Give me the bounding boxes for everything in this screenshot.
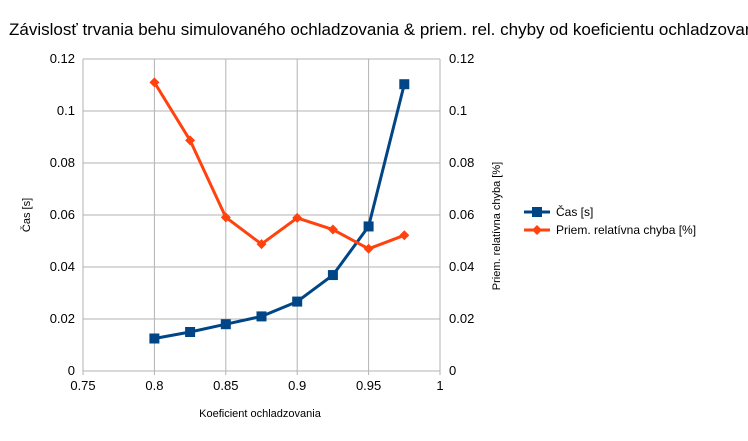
data-point [327, 224, 338, 235]
x-axis-label: Koeficient ochladzovania [199, 408, 322, 420]
legend-marker [532, 207, 542, 217]
legend-label: Priem. relatívna chyba [%] [556, 223, 696, 237]
x-tick-label: 0.9 [288, 378, 306, 393]
y-tick-label: 0.1 [57, 103, 75, 118]
x-tick-label: 0.95 [356, 378, 381, 393]
y2-tick-label: 0.06 [449, 207, 474, 222]
data-point [399, 230, 410, 241]
x-tick-label: 1 [436, 378, 443, 393]
y2-tick-label: 0.1 [449, 103, 467, 118]
legend: Čas [s] Priem. relatívna chyba [%] [524, 204, 696, 237]
tick-labels: 0 0.02 0.04 0.06 0.08 0.1 0.12 0 0.02 0.04 0.06 0.0… [50, 51, 475, 393]
y-tick-label: 0.06 [50, 207, 75, 222]
x-tick-label: 0.8 [145, 378, 163, 393]
y2-tick-label: 0.02 [449, 311, 474, 326]
y2-axis-label: Priem. relatívna chyba [%] [491, 162, 503, 290]
y-tick-label: 0.12 [50, 51, 75, 66]
chart-title: Závislosť trvania behu simulovaného ochl… [9, 20, 748, 39]
data-point [399, 79, 410, 90]
data-point [256, 311, 267, 322]
x-tick-label: 0.75 [70, 378, 95, 393]
y-tick-label: 0.04 [50, 259, 75, 274]
y-axis-label: Čas [s] [20, 198, 33, 232]
data-point [256, 239, 267, 250]
data-point [220, 319, 231, 330]
series-line [154, 83, 406, 340]
legend-label: Čas [s] [556, 204, 593, 219]
series-layer [149, 77, 410, 344]
legend-marker [532, 225, 542, 235]
data-point [363, 221, 374, 232]
data-point [327, 270, 338, 281]
data-point [185, 135, 196, 146]
data-point [363, 243, 374, 254]
x-tick-label: 0.85 [213, 378, 238, 393]
series-line [153, 81, 405, 251]
data-point [292, 296, 303, 307]
data-point [220, 212, 231, 223]
y2-tick-label: 0 [449, 363, 456, 378]
data-point [149, 333, 160, 344]
y2-tick-label: 0.04 [449, 259, 474, 274]
data-point [185, 327, 196, 337]
axes [82, 371, 441, 375]
y2-tick-label: 0.08 [449, 155, 474, 170]
y-tick-label: 0.08 [50, 155, 75, 170]
y-tick-label: 0.02 [50, 311, 75, 326]
gridlines [82, 58, 441, 372]
y-tick-label: 0 [68, 363, 75, 378]
data-point [149, 77, 160, 88]
y2-tick-label: 0.12 [449, 51, 474, 66]
data-point [292, 212, 303, 223]
